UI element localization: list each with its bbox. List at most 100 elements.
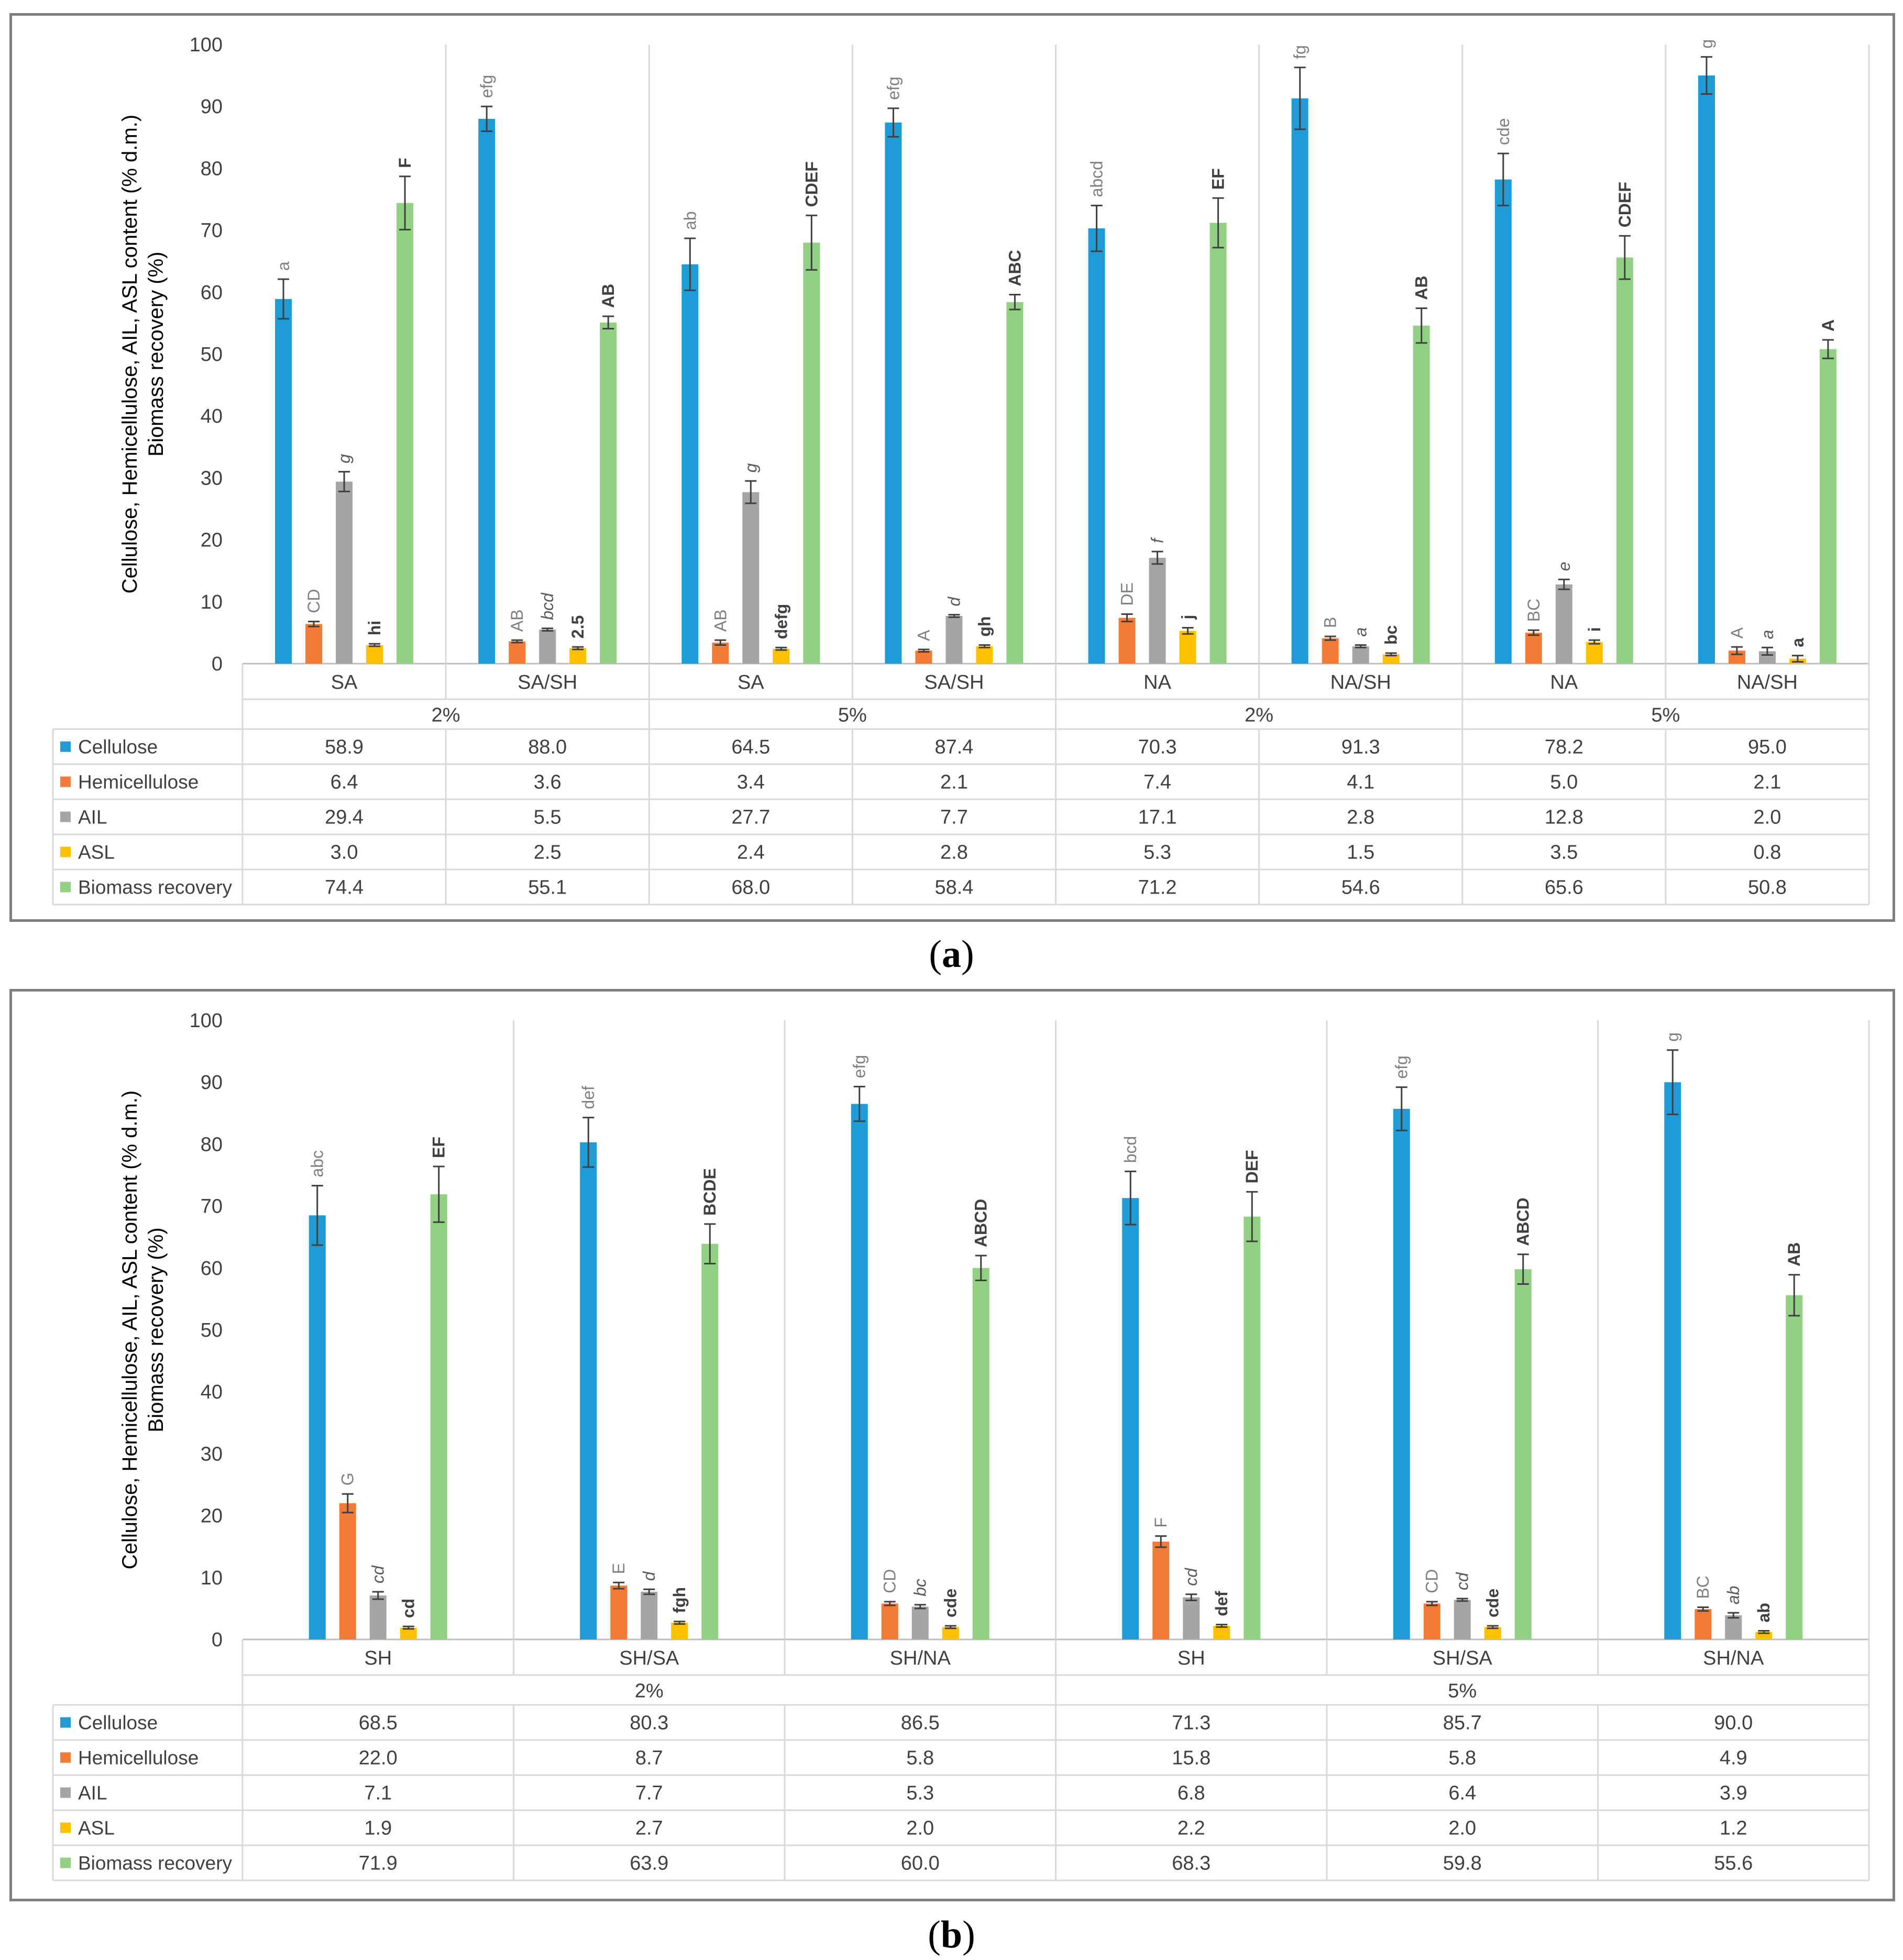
bar-cellulose [309, 1215, 326, 1639]
y-tick-label: 0 [212, 1629, 223, 1651]
category-label: NA [1550, 671, 1578, 693]
bar-biomass-recovery [1819, 349, 1836, 664]
group-label: 2% [1245, 704, 1273, 726]
category-label: NA/SH [1330, 671, 1391, 693]
legend-label-asl: ASL [78, 842, 115, 863]
category-label: SH [364, 1647, 392, 1669]
significance-letter: cd [1182, 1568, 1201, 1586]
significance-letter: bcd [1121, 1136, 1140, 1163]
table-cell: 4.1 [1347, 772, 1374, 794]
table-cell: 2.7 [635, 1818, 663, 1840]
caption-b-letter: b [940, 1913, 963, 1956]
legend-label-cellulose: Cellulose [78, 736, 158, 758]
legend-key-ail [60, 811, 71, 822]
table-cell: 7.1 [364, 1782, 392, 1804]
caption-b: (b) [928, 1913, 975, 1956]
caption-a-letter: a [942, 933, 961, 976]
y-tick-label: 30 [201, 1443, 223, 1465]
legend-key-biomass-recovery [60, 1857, 71, 1868]
bar-asl [976, 646, 993, 664]
table-cell: 5.8 [906, 1747, 934, 1769]
bar-cellulose [1664, 1082, 1681, 1639]
legend-key-asl [60, 1822, 71, 1833]
bar-asl [773, 648, 790, 664]
significance-letter: E [609, 1563, 628, 1574]
significance-letter: g [335, 454, 354, 464]
bar-hemicellulose [339, 1503, 356, 1639]
significance-letter: BC [1524, 599, 1543, 622]
table-cell: 5.8 [1448, 1747, 1476, 1769]
significance-letter: i [1585, 627, 1604, 632]
bar-cellulose [1122, 1198, 1139, 1639]
bar-cellulose [478, 118, 496, 664]
table-cell: 55.1 [528, 877, 567, 899]
bar-cellulose [275, 299, 292, 664]
bar-cellulose [1393, 1109, 1410, 1639]
legend-label-ail: AIL [78, 807, 107, 828]
table-cell: 1.9 [364, 1818, 392, 1840]
table-cell: 7.7 [940, 807, 968, 829]
bar-biomass-recovery [803, 243, 820, 664]
table-cell: 2.0 [1754, 807, 1781, 829]
chart-panel-a: 0 10 20 30 40 50 60 70 80 90 100 Cellulose, Hemicel… [9, 13, 1895, 922]
table-cell: 71.9 [359, 1853, 398, 1875]
significance-letter: AB [1785, 1242, 1803, 1267]
group-label: 5% [1448, 1680, 1477, 1702]
bar-asl [569, 648, 587, 664]
y-tick-label: 30 [201, 467, 223, 489]
legend-key-cellulose [60, 741, 71, 752]
bar-cellulose [1088, 228, 1105, 664]
table-cell: 2.1 [1754, 772, 1781, 794]
table-cell: 8.7 [635, 1747, 663, 1769]
bar-asl [366, 645, 383, 664]
significance-letter: defg [772, 604, 790, 640]
legend-label-cellulose: Cellulose [78, 1712, 158, 1734]
significance-letter: F [395, 158, 414, 168]
y-tick-label: 100 [190, 1010, 223, 1032]
significance-letter: BC [1693, 1576, 1712, 1599]
plot-area-b: 0 10 20 30 40 50 60 70 80 90 100 Cellulose, Hemicel… [118, 1010, 1869, 1651]
bar-biomass-recovery [430, 1194, 447, 1639]
bar-ail [742, 492, 760, 664]
y-tick-label: 90 [201, 1072, 223, 1094]
table-cell: 5.5 [534, 807, 562, 829]
y-tick-label: 100 [190, 34, 223, 56]
significance-letter: abcd [1087, 161, 1106, 197]
table-cell: 54.6 [1341, 877, 1380, 899]
table-cell: 2.2 [1178, 1818, 1205, 1840]
y-tick-label: 40 [201, 1381, 223, 1403]
bar-asl [1382, 654, 1400, 664]
significance-letter: g [741, 463, 760, 472]
bar-chart-a: 0 10 20 30 40 50 60 70 80 90 100 Cellulose, Hemicel… [52, 34, 1870, 906]
table-cell: 68.5 [359, 1712, 398, 1734]
significance-letter: efg [850, 1055, 869, 1078]
table-cell: 6.4 [331, 772, 358, 794]
bar-hemicellulose [1118, 618, 1136, 664]
bar-hemicellulose [712, 642, 729, 664]
table-cell: 5.3 [906, 1782, 934, 1804]
table-cell: 68.3 [1172, 1853, 1211, 1875]
table-cell: 5.3 [1143, 842, 1171, 864]
y-tick-label: 80 [201, 158, 223, 180]
group-label: 2% [635, 1680, 664, 1702]
significance-letter: G [338, 1472, 357, 1485]
legend-label-asl: ASL [78, 1818, 115, 1839]
table-cell: 58.9 [325, 736, 364, 758]
significance-letter: AB [711, 609, 730, 632]
bar-cellulose [851, 1104, 868, 1639]
y-axis-title-2: Biomass recovery (%) [145, 1227, 168, 1432]
significance-letter: CD [1423, 1569, 1442, 1593]
table-cell: 27.7 [731, 807, 770, 829]
category-label: SA/SH [518, 671, 577, 693]
table-cell: 64.5 [731, 736, 770, 758]
significance-letter: efg [884, 76, 903, 100]
significance-letter: g [1663, 1032, 1682, 1042]
y-tick-label: 20 [201, 1505, 223, 1527]
bar-ail [1183, 1597, 1200, 1639]
table-cell: 2.0 [906, 1818, 934, 1840]
significance-letter: 2.5 [568, 615, 587, 638]
table-cell: 2.0 [1448, 1818, 1476, 1840]
significance-letter: ab [1754, 1603, 1773, 1622]
significance-letter: e [1555, 561, 1574, 571]
category-label: SH/NA [890, 1647, 951, 1669]
